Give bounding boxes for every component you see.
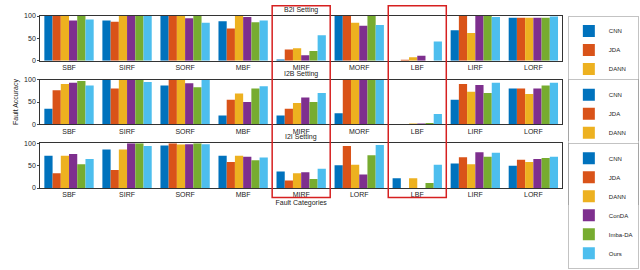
svg-text:Imba-DA: Imba-DA [609, 232, 633, 238]
svg-text:SIRF: SIRF [119, 64, 135, 71]
svg-text:ConDA: ConDA [609, 213, 628, 219]
svg-text:SORF: SORF [175, 191, 194, 198]
svg-text:MBF: MBF [236, 64, 251, 71]
svg-text:MBF: MBF [236, 191, 251, 198]
svg-text:0: 0 [32, 57, 36, 64]
svg-text:SIRF: SIRF [119, 191, 135, 198]
svg-text:CNN: CNN [609, 156, 622, 162]
svg-text:CNN: CNN [609, 92, 622, 98]
svg-text:LBF: LBF [411, 191, 424, 198]
svg-text:MBF: MBF [236, 128, 251, 135]
svg-text:SBF: SBF [62, 191, 76, 198]
svg-text:MORF: MORF [349, 64, 370, 71]
svg-text:50: 50 [28, 162, 36, 169]
svg-text:Ours: Ours [609, 251, 622, 257]
svg-text:JDA: JDA [609, 111, 620, 117]
svg-text:50: 50 [28, 35, 36, 42]
svg-text:DANN: DANN [609, 130, 626, 136]
svg-text:LORF: LORF [524, 128, 543, 135]
svg-text:Fault Categories: Fault Categories [276, 199, 328, 207]
svg-text:JDA: JDA [609, 47, 620, 53]
svg-text:MIRF: MIRF [293, 128, 310, 135]
svg-text:100: 100 [24, 140, 36, 147]
svg-text:LORF: LORF [524, 64, 543, 71]
svg-text:SIRF: SIRF [119, 128, 135, 135]
svg-text:DANN: DANN [609, 66, 626, 72]
svg-text:50: 50 [28, 98, 36, 105]
svg-text:I2B Setting: I2B Setting [284, 70, 318, 78]
svg-text:SBF: SBF [62, 64, 76, 71]
svg-text:SORF: SORF [175, 64, 194, 71]
svg-text:MIRF: MIRF [293, 191, 310, 198]
svg-text:LORF: LORF [350, 191, 369, 198]
svg-text:LIRF: LIRF [468, 191, 483, 198]
svg-text:0: 0 [32, 121, 36, 128]
svg-text:MORF: MORF [349, 128, 370, 135]
svg-text:LBF: LBF [411, 128, 424, 135]
svg-text:SBF: SBF [62, 128, 76, 135]
svg-text:I2I Setting: I2I Setting [285, 133, 317, 141]
svg-text:LORF: LORF [524, 191, 543, 198]
svg-text:LIRF: LIRF [468, 128, 483, 135]
svg-text:CNN: CNN [609, 28, 622, 34]
svg-text:0: 0 [32, 184, 36, 191]
svg-text:JDA: JDA [609, 175, 620, 181]
svg-text:B2I Setting: B2I Setting [284, 6, 318, 14]
svg-text:SORF: SORF [175, 128, 194, 135]
svg-text:MIRF: MIRF [293, 64, 310, 71]
svg-text:LIRF: LIRF [468, 64, 483, 71]
svg-text:Fault Accuracy: Fault Accuracy [12, 79, 20, 125]
svg-text:LBF: LBF [411, 64, 424, 71]
svg-text:100: 100 [24, 76, 36, 83]
svg-text:DANN: DANN [609, 194, 626, 200]
svg-text:100: 100 [24, 12, 36, 19]
